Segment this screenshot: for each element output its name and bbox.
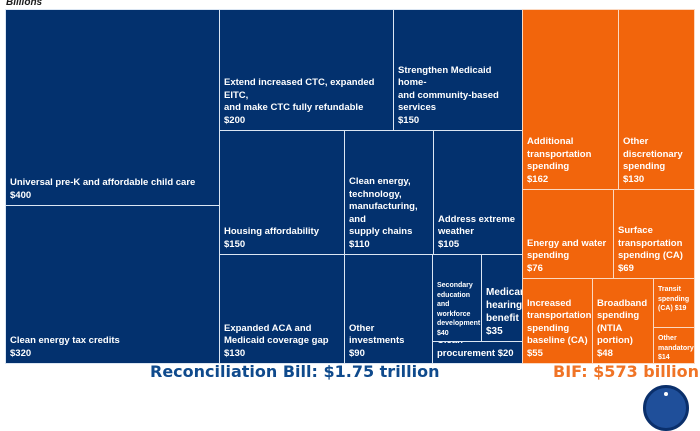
treemap-tile: Surface transportation spending (CA) $69 [613,189,695,279]
tile-label: Medicare hearing benefit [486,287,523,324]
tile-label: Increased transportation spending baseli… [527,297,592,347]
tile-label: Clean energy, technology, manufacturing,… [349,176,418,237]
treemap-tile: Strengthen Medicaid home- and community-… [393,9,523,131]
treemap-tile: Address extreme weather $105 [433,130,523,255]
tile-label: Universal pre-K and affordable child car… [10,177,196,188]
tile-label: Expanded ACA and Medicaid coverage gap [224,322,329,347]
tile-label: Housing affordability [224,226,319,237]
treemap-tile: Secondary education and workforce develo… [432,254,482,342]
tile-value-label: $40 [437,329,449,337]
tile-value-label: $162 [527,173,549,185]
bif-total-label: BIF: $573 billion [553,362,700,381]
tile-value-label: $320 [10,347,32,359]
tile-value-label: $130 [224,347,246,359]
treemap-tile: Other investments $90 [344,254,433,364]
tile-label: Other investments [349,322,405,347]
treemap-tile: Clean procurement $20 [432,341,523,364]
tile-label: Extend increased CTC, expanded EITC, and… [224,77,375,113]
treemap-tile: Energy and water spending $76 [522,189,614,279]
tile-value-label: $105 [438,238,460,250]
tile-value-label: $55 [527,347,543,359]
tile-label: Transit spending (CA) $19 [658,286,690,312]
tile-value-label: $150 [224,238,246,250]
treemap-tile: Increased transportation spending baseli… [522,278,593,364]
tile-value-label: $110 [349,238,370,250]
tile-value-label: $35 [486,326,503,337]
tile-value-label: $150 [398,114,420,126]
treemap-tile: Extend increased CTC, expanded EITC, and… [219,9,394,131]
seal-logo-icon [643,385,689,431]
treemap-tile: Additional transportation spending $162 [522,9,619,190]
tile-label: Energy and water spending [527,237,607,262]
tile-value-label: $90 [349,347,365,359]
tile-value-label: $130 [623,173,645,185]
tile-label: Other mandatory [658,335,694,352]
tile-value-label: $400 [10,189,32,201]
treemap-tile: Other discretionary spending $130 [618,9,695,190]
tile-label: Clean procurement $20 [437,342,514,359]
reconciliation-total-label: Reconciliation Bill: $1.75 trillion [150,362,440,381]
treemap-tile: Medicare hearing benefit $35 [481,254,523,342]
tile-value-label: $200 [224,114,246,126]
treemap-tile: Other mandatory $14 [653,327,695,364]
tile-value-label: $48 [597,347,613,359]
treemap-tile: Housing affordability $150 [219,130,345,255]
tile-label: Secondary education and workforce develo… [437,282,481,327]
tile-value-label: $14 [658,354,670,361]
tile-value-label: $69 [618,262,634,274]
treemap-tile: Expanded ACA and Medicaid coverage gap $1… [219,254,345,364]
treemap-tile: Universal pre-K and affordable child car… [5,9,220,206]
treemap-tile: Transit spending (CA) $19 [653,278,695,328]
unit-label: Billions [6,0,43,8]
tile-label: Strengthen Medicaid home- and community-… [398,64,499,114]
treemap-tile: Clean energy tax credits $320 [5,205,220,364]
tile-label: Surface transportation spending (CA) [618,225,683,261]
tile-label: Address extreme weather [438,213,516,238]
tile-label: Other discretionary spending [623,136,683,172]
treemap-tile: Broadband spending (NTIA portion) $48 [592,278,654,364]
tile-label: Broadband spending (NTIA portion) [597,297,648,347]
tile-label: Clean energy tax credits [10,335,120,346]
tile-label: Additional transportation spending [527,136,592,172]
treemap-tile: Clean energy, technology, manufacturing,… [344,130,434,255]
tile-value-label: $76 [527,262,543,274]
